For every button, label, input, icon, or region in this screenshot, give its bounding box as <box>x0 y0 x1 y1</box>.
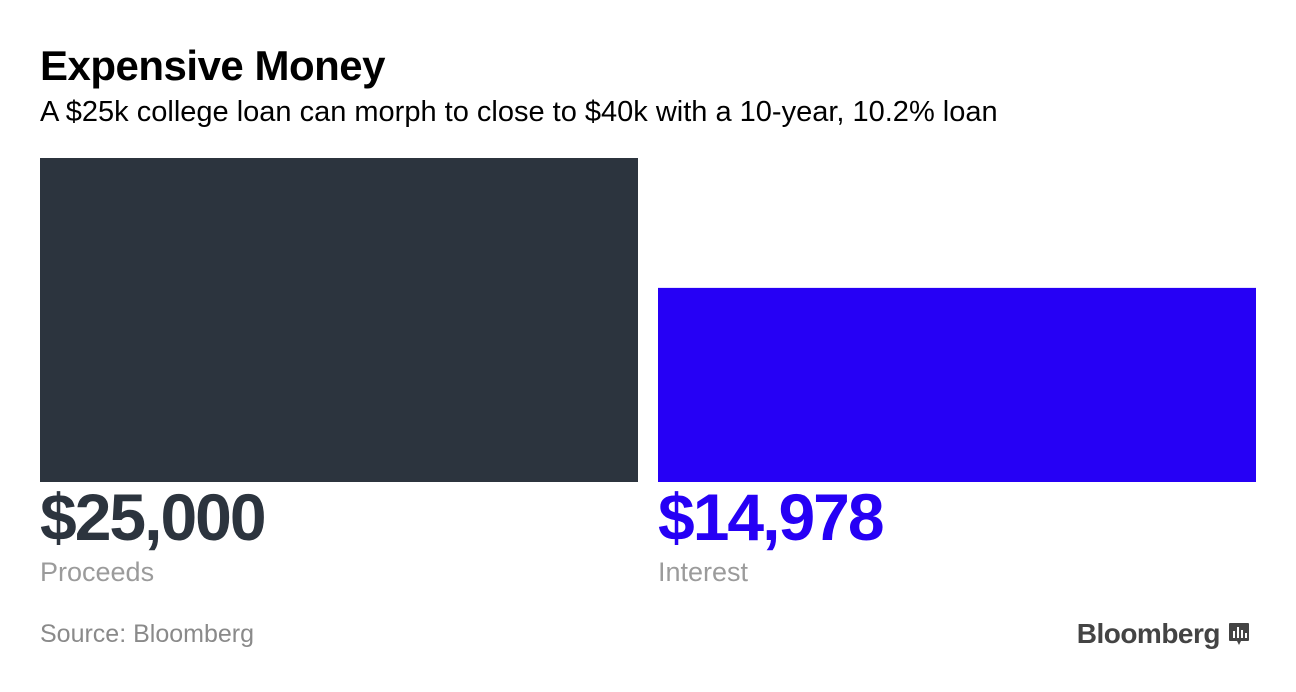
category-label-proceeds: Proceeds <box>40 557 154 587</box>
category-label-interest: Interest <box>658 557 749 587</box>
bar-proceeds <box>40 158 638 482</box>
chart-title: Expensive Money <box>40 42 385 89</box>
brand-wordmark: Bloomberg <box>1076 618 1221 649</box>
bar-interest <box>658 287 1256 482</box>
bloomberg-chart-icon <box>1229 623 1249 645</box>
value-label-proceeds: $25,000 <box>40 480 265 554</box>
brand-logo: Bloomberg <box>1077 618 1250 650</box>
chart-subtitle: A $25k college loan can morph to close t… <box>40 96 998 128</box>
value-label-interest: $14,978 <box>658 480 883 554</box>
source-note: Source: Bloomberg <box>40 620 255 648</box>
